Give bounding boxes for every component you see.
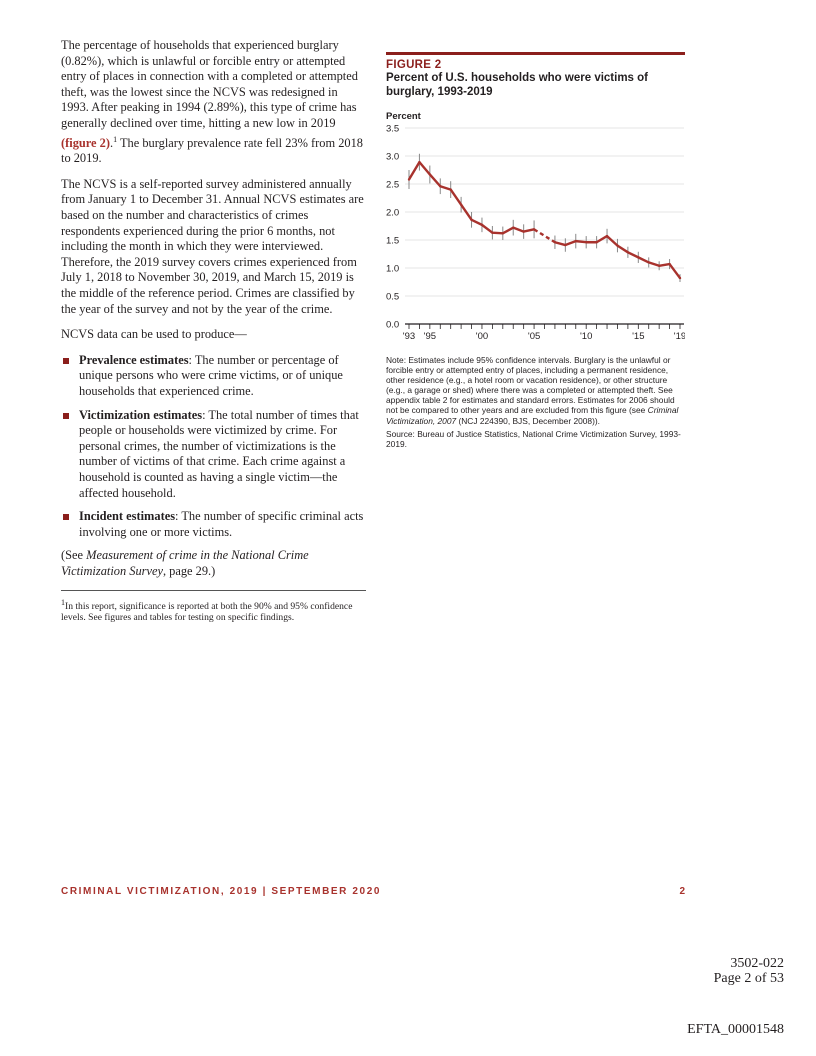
text: (See <box>61 548 87 563</box>
footer-title: CRIMINAL VICTIMIZATION, 2019 | SEPTEMBER… <box>61 886 382 897</box>
data-point <box>584 241 588 244</box>
figure-2-link[interactable]: (figure 2) <box>61 135 110 150</box>
data-point <box>616 244 619 247</box>
definition: : The total number of times that people … <box>79 407 359 500</box>
x-tick-label: '19 <box>674 331 685 342</box>
paragraph-burglary: The percentage of households that experi… <box>61 38 366 167</box>
data-point <box>637 256 640 259</box>
figure-notes: Note: Estimates include 95% confidence i… <box>386 355 686 452</box>
figure-rule <box>386 52 685 55</box>
y-tick-label: 1.5 <box>386 236 399 247</box>
data-point <box>522 230 525 233</box>
data-point <box>574 239 577 243</box>
bullet-square-icon <box>63 412 69 419</box>
text: . <box>109 135 114 150</box>
y-tick-label: 3.5 <box>386 124 399 135</box>
stamp-line: Page 2 of 53 <box>713 971 784 986</box>
bullet-square-icon <box>63 357 69 364</box>
left-column: The percentage of households that experi… <box>61 38 366 624</box>
figure-header: FIGURE 2 Percent of U.S. households who … <box>386 52 685 99</box>
text: Measurement of crime in the National Cri… <box>61 548 309 578</box>
data-point <box>501 232 505 235</box>
text: , page 29.) <box>162 563 216 578</box>
x-tick-label: '93 <box>403 331 415 342</box>
data-point <box>668 262 671 266</box>
list-item: Prevalence estimates: The number or perc… <box>61 353 366 400</box>
y-tick-label: 1.0 <box>386 264 399 275</box>
data-point <box>407 178 411 181</box>
text: (NCJ 224390, BJS, December 2008)). <box>456 415 600 426</box>
term: Victimization estimates <box>79 407 203 422</box>
document-id: EFTA_00001548 <box>687 1022 784 1037</box>
y-tick-label: 2.0 <box>386 208 399 219</box>
burglary-line-chart: Percent 0.0 0.5 1.0 1.5 2.0 2.5 3.0 3.5 '93 '95 '00… <box>386 111 685 342</box>
y-tick-label: 3.0 <box>386 152 399 163</box>
data-point <box>657 264 661 267</box>
definition: : The number or percentage of unique per… <box>79 352 343 398</box>
data-point <box>439 185 442 188</box>
page-number: 2 <box>679 886 685 897</box>
list-item: Victimization estimates: The total numbe… <box>61 408 366 502</box>
footnote-number: 1 <box>61 597 65 607</box>
data-point <box>449 188 452 191</box>
x-tick-label: '10 <box>580 331 592 342</box>
bates-stamp: 3502-022 Page 2 of 53 <box>714 956 784 986</box>
y-tick-label: 0.5 <box>386 292 399 303</box>
x-tick-label: '15 <box>632 331 644 342</box>
data-point <box>532 228 536 231</box>
data-point <box>605 234 609 238</box>
data-point <box>553 241 557 244</box>
data-point <box>491 231 494 234</box>
footnote-text: In this report, significance is reported… <box>61 600 353 624</box>
term: Incident estimates <box>79 509 176 524</box>
estimate-list: Prevalence estimates: The number or perc… <box>61 353 366 541</box>
y-tick-label: 2.5 <box>386 180 399 191</box>
figure-title: Percent of U.S. households who were vict… <box>386 72 648 98</box>
data-point <box>647 261 650 264</box>
term: Prevalence estimates <box>79 352 189 367</box>
x-tick-label: '95 <box>424 331 436 342</box>
data-point <box>626 251 630 254</box>
data-point <box>470 218 473 222</box>
data-point <box>564 243 567 247</box>
text: Criminal Victimization, 2007 <box>386 405 679 426</box>
footnote-divider <box>61 589 366 591</box>
page-footer: CRIMINAL VICTIMIZATION, 2019 | SEPTEMBER… <box>61 886 685 897</box>
x-tick-label: '00 <box>476 331 488 342</box>
data-point <box>678 276 682 280</box>
paragraph-see-measurement: (See Measurement of crime in the Nationa… <box>61 548 366 579</box>
figure-label: FIGURE 2 <box>386 59 442 71</box>
figure-source: Source: Bureau of Justice Statistics, Na… <box>386 428 681 449</box>
text: The burglary prevalence rate fell 23% fr… <box>61 135 363 166</box>
footnote: 1In this report, significance is reporte… <box>61 597 366 624</box>
data-point <box>595 241 598 244</box>
list-item: Incident estimates: The number of specif… <box>61 509 366 540</box>
y-axis-label: Percent <box>386 111 422 122</box>
data-point <box>512 226 515 229</box>
text: The percentage of households that experi… <box>61 38 358 130</box>
text: Note: Estimates include 95% confidence i… <box>386 355 675 416</box>
stamp-line: 3502-022 <box>730 956 784 971</box>
y-tick-label: 0.0 <box>386 320 399 331</box>
data-point <box>459 203 463 206</box>
footnote-ref[interactable]: 1 <box>113 134 118 144</box>
paragraph-ncvs: The NCVS is a self-reported survey admin… <box>61 176 364 316</box>
data-point <box>418 160 421 164</box>
bullet-square-icon <box>63 514 69 521</box>
x-tick-label: '05 <box>528 331 540 342</box>
data-point <box>480 223 484 227</box>
definition: : The number of specific criminal acts i… <box>79 509 364 539</box>
figure-note: Note: Estimates include 95% confidence i… <box>386 355 686 426</box>
paragraph-produce: NCVS data can be used to produce— <box>61 327 247 342</box>
data-point <box>428 173 432 176</box>
